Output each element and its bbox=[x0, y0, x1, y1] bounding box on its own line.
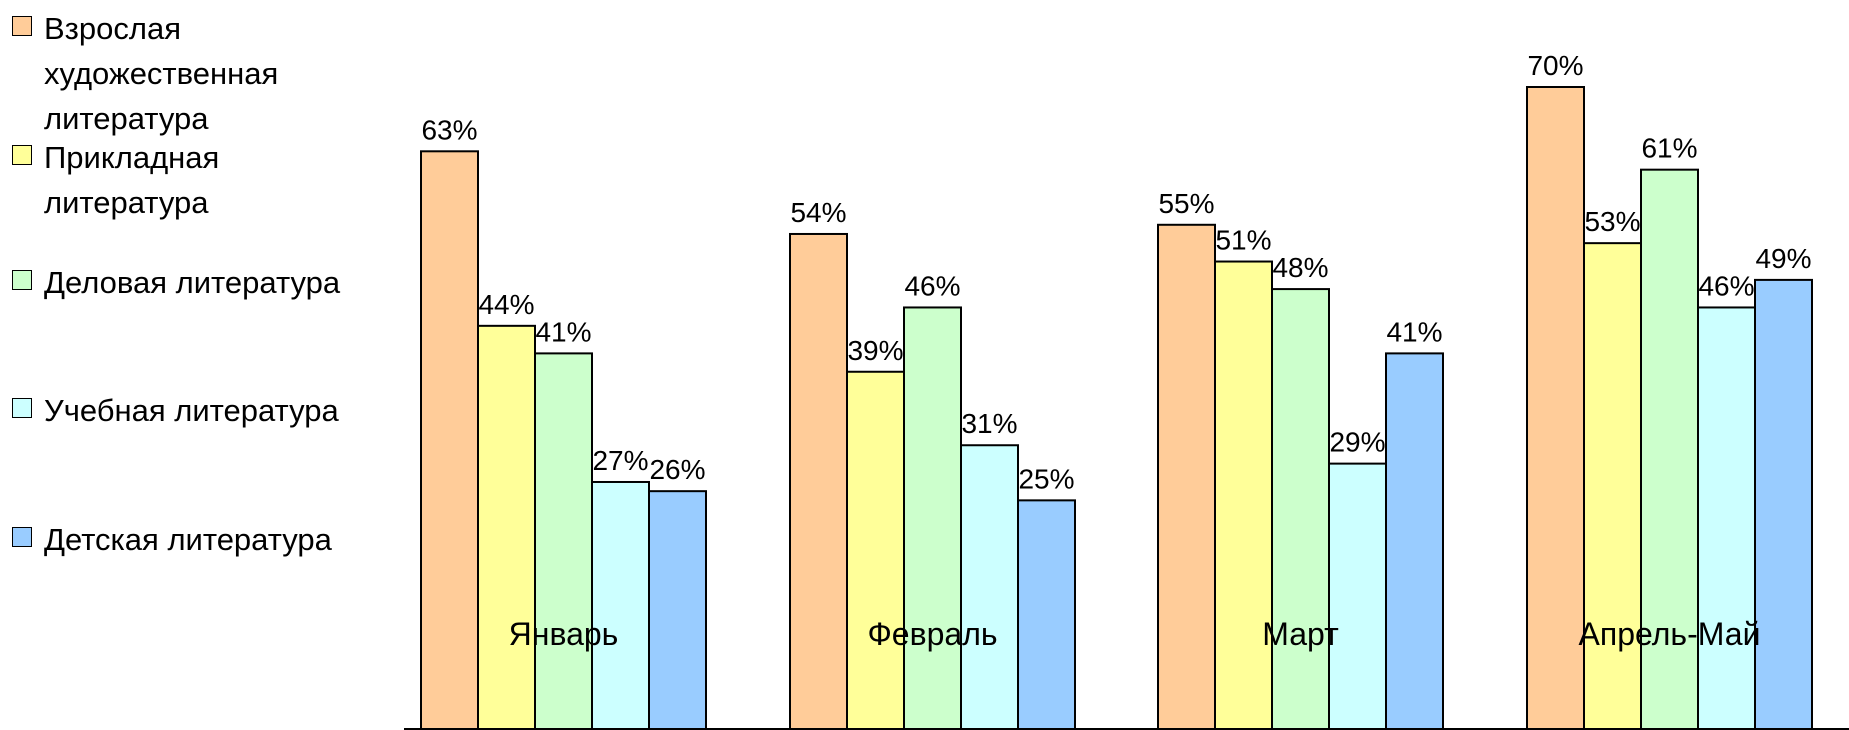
bar bbox=[846, 370, 905, 730]
data-label: 53% bbox=[1584, 206, 1640, 237]
bar bbox=[1526, 86, 1585, 730]
bar bbox=[1385, 352, 1444, 730]
data-label: 25% bbox=[1018, 463, 1074, 494]
bar bbox=[1697, 306, 1756, 730]
legend-swatch bbox=[12, 145, 32, 165]
legend-item-educational: Учебная литература bbox=[12, 388, 339, 433]
data-label: 41% bbox=[1386, 316, 1442, 347]
data-label: 27% bbox=[592, 445, 648, 476]
bar bbox=[477, 324, 536, 730]
data-label: 31% bbox=[961, 408, 1017, 439]
bar bbox=[591, 480, 650, 730]
bar bbox=[1214, 260, 1273, 730]
legend-swatch bbox=[12, 16, 32, 36]
bar bbox=[1157, 223, 1216, 730]
data-label: 63% bbox=[421, 114, 477, 145]
data-label: 29% bbox=[1329, 427, 1385, 458]
data-label: 51% bbox=[1215, 225, 1271, 256]
legend-label: Прикладная литература bbox=[44, 140, 220, 220]
data-label: 54% bbox=[790, 197, 846, 228]
bar bbox=[420, 150, 479, 730]
data-label: 44% bbox=[478, 289, 534, 320]
data-label: 46% bbox=[904, 270, 960, 301]
bar bbox=[903, 306, 962, 730]
data-label: 46% bbox=[1698, 270, 1754, 301]
bar bbox=[789, 232, 848, 730]
data-label: 49% bbox=[1755, 243, 1811, 274]
bar bbox=[1583, 242, 1642, 730]
legend: Взрослая художественная литература Прикл… bbox=[12, 0, 412, 730]
legend-item-business: Деловая литература bbox=[12, 260, 340, 305]
data-label: 48% bbox=[1272, 252, 1328, 283]
legend-label: Детская литература bbox=[44, 522, 332, 557]
legend-item-children: Детская литература bbox=[12, 517, 332, 562]
legend-swatch bbox=[12, 527, 32, 547]
legend-swatch bbox=[12, 270, 32, 290]
bar bbox=[1271, 288, 1330, 730]
data-label: 61% bbox=[1641, 133, 1697, 164]
bar bbox=[648, 490, 707, 730]
bar bbox=[1017, 499, 1076, 730]
data-label: 55% bbox=[1158, 188, 1214, 219]
legend-item-applied: Прикладная литература bbox=[12, 135, 304, 225]
legend-label: Учебная литература bbox=[44, 393, 339, 428]
legend-label: Деловая литература bbox=[44, 265, 341, 300]
data-label: 39% bbox=[847, 335, 903, 366]
bar bbox=[960, 444, 1019, 730]
category-label: Апрель-Май bbox=[1579, 616, 1761, 652]
bar bbox=[1640, 168, 1699, 730]
legend-swatch bbox=[12, 398, 32, 418]
bar bbox=[534, 352, 593, 730]
legend-label: Взрослая художественная литература bbox=[44, 11, 279, 136]
category-label: Февраль bbox=[867, 616, 997, 652]
data-label: 70% bbox=[1527, 50, 1583, 81]
bar bbox=[1754, 278, 1813, 730]
data-label: 41% bbox=[535, 316, 591, 347]
bar bbox=[1328, 462, 1387, 730]
data-label: 26% bbox=[649, 454, 705, 485]
category-label: Январь bbox=[509, 616, 619, 652]
legend-item-adult-fiction: Взрослая художественная литература bbox=[12, 6, 344, 141]
category-label: Март bbox=[1262, 616, 1339, 652]
